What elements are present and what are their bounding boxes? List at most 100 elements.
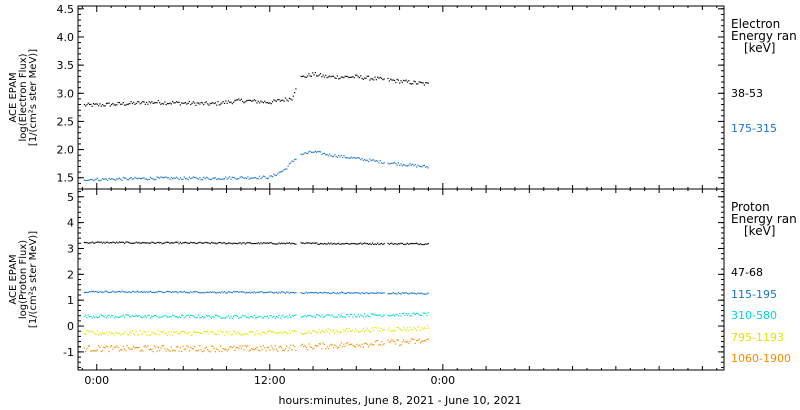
data-point — [310, 332, 313, 335]
legend-entry: 795-1193 — [731, 331, 784, 344]
data-point — [140, 290, 143, 293]
data-point — [107, 179, 109, 181]
data-point — [121, 290, 123, 292]
data-point — [86, 291, 88, 294]
data-point — [406, 81, 409, 83]
data-point — [319, 316, 322, 318]
data-point — [125, 314, 127, 316]
data-point — [369, 79, 371, 81]
data-point — [413, 312, 415, 314]
data-point — [425, 340, 427, 342]
data-point — [367, 293, 370, 295]
data-point — [181, 314, 183, 317]
data-point — [427, 312, 429, 314]
data-point — [159, 316, 161, 318]
data-point — [177, 292, 179, 294]
data-point — [415, 166, 418, 168]
data-point — [201, 242, 204, 244]
data-point — [258, 332, 261, 334]
data-point — [316, 151, 318, 153]
data-point — [104, 290, 106, 292]
data-point — [417, 312, 419, 314]
data-point — [383, 292, 385, 294]
data-point — [104, 178, 106, 180]
data-point — [294, 314, 296, 317]
data-point — [127, 314, 130, 316]
data-point — [327, 292, 329, 294]
data-point — [325, 154, 327, 156]
data-point — [369, 243, 371, 245]
data-point — [406, 341, 409, 343]
data-point — [104, 315, 106, 317]
data-point — [279, 317, 281, 319]
data-point — [120, 316, 122, 318]
data-point — [223, 178, 226, 180]
data-point — [204, 347, 206, 349]
data-point — [283, 169, 285, 171]
data-point — [421, 314, 423, 317]
data-point — [186, 314, 188, 316]
data-point — [184, 241, 187, 244]
data-point — [152, 315, 154, 318]
data-point — [243, 315, 245, 317]
data-point — [329, 75, 331, 77]
data-point — [192, 348, 194, 350]
data-point — [147, 345, 149, 347]
data-point — [345, 314, 348, 316]
data-point — [305, 347, 307, 349]
data-point — [423, 339, 425, 342]
data-point — [403, 79, 405, 81]
data-point — [316, 314, 318, 316]
data-point — [332, 75, 335, 77]
data-point — [98, 179, 100, 181]
data-point — [191, 292, 193, 294]
data-point — [418, 292, 420, 295]
y-axis-label-line: [1/(cm²s ster MeV)] — [28, 49, 39, 146]
data-point — [361, 243, 363, 245]
data-point — [399, 328, 401, 330]
data-point — [256, 178, 258, 180]
data-point — [274, 174, 276, 176]
data-point — [314, 316, 316, 319]
data-point — [217, 330, 219, 332]
data-point — [387, 242, 389, 244]
data-point — [188, 316, 191, 318]
data-point — [292, 242, 294, 245]
data-point — [243, 334, 245, 336]
data-point — [322, 342, 324, 344]
data-point — [225, 331, 227, 334]
data-point — [235, 99, 237, 101]
data-point — [388, 243, 390, 245]
data-point — [247, 99, 249, 102]
data-point — [403, 243, 405, 245]
data-point — [153, 292, 156, 294]
data-point — [366, 343, 368, 345]
data-point — [205, 176, 207, 178]
data-point — [152, 350, 154, 353]
data-point — [375, 79, 377, 81]
data-point — [191, 315, 193, 317]
data-point — [144, 242, 146, 244]
y-axis-label-line: ACE EPAM — [8, 72, 19, 122]
data-point — [133, 290, 135, 292]
data-point — [309, 242, 311, 244]
data-point — [98, 291, 100, 294]
data-point — [244, 292, 246, 294]
data-point — [379, 292, 381, 294]
data-point — [335, 293, 337, 295]
data-point — [284, 292, 287, 294]
data-point — [210, 241, 213, 243]
data-point — [200, 242, 202, 244]
data-point — [330, 292, 332, 294]
y-axis-label-line: [1/(cm²s ster MeV)] — [28, 231, 39, 328]
data-point — [148, 348, 150, 351]
data-point — [356, 74, 358, 76]
data-point — [214, 351, 217, 353]
data-point — [118, 333, 121, 335]
data-point — [256, 330, 258, 332]
data-point — [146, 242, 148, 244]
data-point — [358, 331, 361, 333]
data-point — [406, 327, 409, 329]
data-point — [262, 102, 265, 104]
data-point — [187, 102, 189, 104]
